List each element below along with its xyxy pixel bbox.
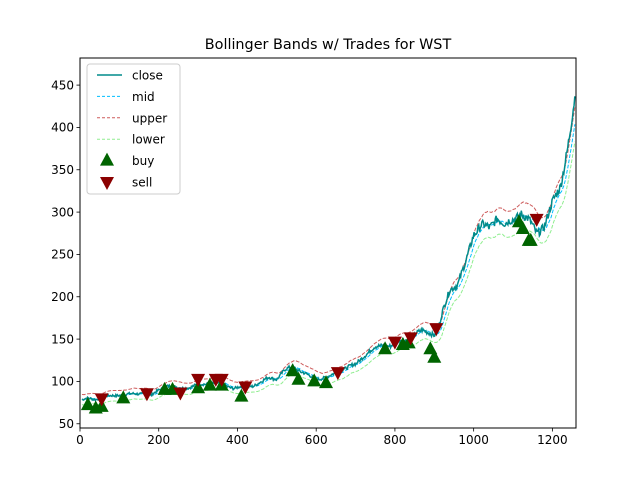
sell-marker bbox=[94, 393, 109, 407]
legend-label-buy: buy bbox=[132, 154, 154, 168]
buy-marker bbox=[80, 397, 95, 411]
buy-marker bbox=[234, 388, 249, 402]
y-tick-label: 250 bbox=[51, 248, 74, 262]
buy-marker bbox=[378, 341, 393, 355]
sell-marker bbox=[214, 373, 229, 387]
sell-marker bbox=[529, 213, 544, 227]
legend-label-lower: lower bbox=[132, 133, 165, 147]
x-tick-label: 600 bbox=[305, 433, 328, 447]
sell-marker bbox=[330, 367, 345, 381]
legend-label-upper: upper bbox=[132, 111, 167, 125]
trade-markers bbox=[80, 213, 544, 414]
y-axis: 50 100 150 200 250 300 350 400 450 bbox=[51, 78, 80, 431]
legend-swatch-sell bbox=[100, 177, 114, 190]
x-tick-label: 800 bbox=[383, 433, 406, 447]
buy-marker bbox=[319, 375, 334, 389]
x-tick-label: 400 bbox=[226, 433, 249, 447]
buy-marker bbox=[401, 335, 416, 349]
sell-marker bbox=[238, 381, 253, 395]
chart-title: Bollinger Bands w/ Trades for WST bbox=[205, 37, 452, 53]
legend-box bbox=[86, 63, 181, 195]
buy-marker bbox=[523, 232, 538, 246]
sell-marker bbox=[191, 373, 206, 387]
x-tick-label: 1200 bbox=[537, 433, 568, 447]
sell-marker bbox=[429, 323, 444, 337]
y-tick-label: 100 bbox=[51, 375, 74, 389]
legend-swatch-buy bbox=[100, 152, 114, 166]
x-tick-label: 0 bbox=[76, 433, 84, 447]
sell-marker bbox=[403, 332, 418, 346]
y-tick-label: 300 bbox=[51, 205, 74, 219]
buy-marker bbox=[116, 390, 131, 404]
y-tick-label: 450 bbox=[51, 78, 74, 92]
buy-marker bbox=[515, 221, 530, 235]
buy-marker bbox=[427, 349, 442, 363]
buy-marker bbox=[307, 373, 322, 387]
y-tick-label: 150 bbox=[51, 332, 74, 346]
buy-marker bbox=[291, 371, 306, 385]
y-tick-label: 350 bbox=[51, 163, 74, 177]
x-axis: 0 200 400 600 800 1000 1200 bbox=[76, 428, 568, 447]
legend-label-close: close bbox=[132, 69, 163, 83]
y-tick-label: 400 bbox=[51, 121, 74, 135]
legend-label-mid: mid bbox=[132, 90, 155, 104]
buy-marker bbox=[285, 363, 300, 377]
y-tick-label: 200 bbox=[51, 290, 74, 304]
sell-marker bbox=[173, 387, 188, 401]
sell-marker bbox=[139, 388, 154, 402]
legend-label-sell: sell bbox=[132, 176, 152, 190]
buy-marker bbox=[202, 377, 217, 391]
x-tick-label: 200 bbox=[147, 433, 170, 447]
legend: close mid upper lower buy sell bbox=[86, 63, 181, 195]
y-tick-label: 50 bbox=[59, 417, 74, 431]
x-tick-label: 1000 bbox=[458, 433, 489, 447]
plot-frame bbox=[79, 57, 577, 429]
sell-marker bbox=[387, 336, 402, 350]
